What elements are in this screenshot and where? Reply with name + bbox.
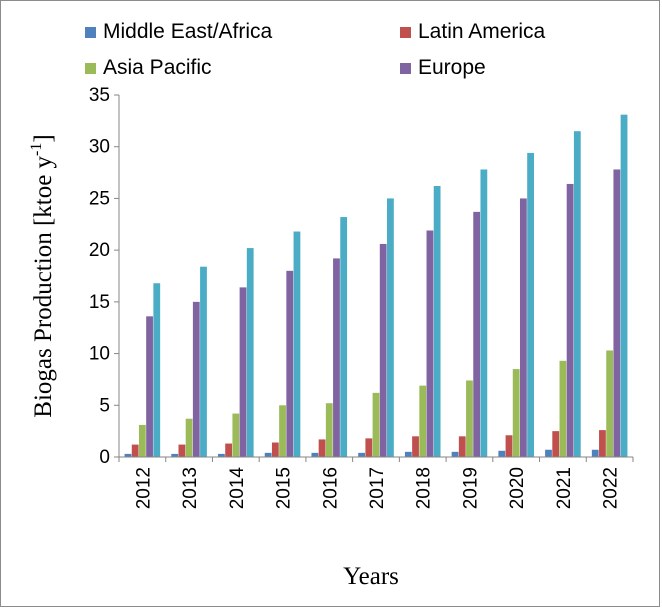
series-3 xyxy=(146,169,620,457)
bar xyxy=(279,405,286,457)
bar xyxy=(186,419,193,457)
x-tick-label: 2018 xyxy=(414,467,435,509)
bar xyxy=(286,271,293,457)
legend-item: Asia Pacific xyxy=(85,56,212,79)
legend-item: Latin America xyxy=(400,20,546,43)
legend-label: Latin America xyxy=(418,20,546,43)
legend-swatch xyxy=(400,63,411,74)
bar xyxy=(319,439,326,457)
bar xyxy=(232,414,239,457)
bars xyxy=(125,115,628,457)
bar xyxy=(545,450,552,457)
bar xyxy=(294,232,301,457)
x-tick-label: 2020 xyxy=(507,467,528,509)
y-tick-label: 0 xyxy=(99,447,110,468)
bar xyxy=(527,153,534,457)
bar xyxy=(200,267,207,457)
x-tick-label: 2014 xyxy=(227,467,248,510)
y-tick-label: 35 xyxy=(89,85,110,106)
x-axis: 2012 2013 2014 2015 2016 2017 2018 2019 2020 2021… xyxy=(119,457,633,509)
bar xyxy=(473,212,480,457)
bar xyxy=(520,198,527,457)
legend-label: Europe xyxy=(418,56,486,79)
bar xyxy=(419,386,426,457)
bar xyxy=(567,184,574,457)
y-tick-label: 30 xyxy=(89,137,110,158)
y-axis: 0 5 10 15 20 25 30 35 xyxy=(89,85,119,468)
x-tick-label: 2021 xyxy=(554,467,575,509)
x-tick-label: 2017 xyxy=(367,467,388,509)
y-tick-label: 10 xyxy=(89,344,110,365)
legend-swatch xyxy=(400,27,411,38)
bar xyxy=(193,302,200,457)
bar xyxy=(427,230,434,457)
bar xyxy=(272,443,279,457)
legend-swatch xyxy=(85,27,96,38)
bar xyxy=(574,131,581,457)
bar xyxy=(621,115,628,457)
bar xyxy=(333,258,340,457)
x-tick-label: 2019 xyxy=(460,467,481,509)
x-tick-label: 2015 xyxy=(274,467,295,509)
bar xyxy=(153,283,160,457)
legend-item: Middle East/Africa xyxy=(85,20,273,43)
bar xyxy=(247,248,254,457)
bar xyxy=(599,430,606,457)
bar xyxy=(434,186,441,457)
bar xyxy=(311,453,318,457)
y-tick-label: 5 xyxy=(99,395,110,416)
bar xyxy=(146,316,153,457)
y-tick-label: 25 xyxy=(89,188,110,209)
x-tick-label: 2016 xyxy=(320,467,341,509)
bar xyxy=(606,350,613,457)
bar xyxy=(592,450,599,457)
bar xyxy=(459,436,466,457)
bar xyxy=(513,369,520,457)
series-4 xyxy=(153,115,627,457)
bar xyxy=(178,445,185,457)
y-axis-title: Biogas Production [ktoe y-1] xyxy=(28,134,57,417)
legend: Middle East/Africa Latin America Asia Paci… xyxy=(85,20,546,79)
bar xyxy=(405,452,412,457)
bar xyxy=(340,217,347,457)
bar xyxy=(560,361,567,457)
series-2 xyxy=(139,350,613,457)
bar xyxy=(225,444,232,457)
x-tick-label: 2012 xyxy=(133,467,154,509)
bar xyxy=(412,436,419,457)
legend-item: Europe xyxy=(400,56,486,79)
bar xyxy=(552,431,559,457)
legend-label: Middle East/Africa xyxy=(103,20,273,43)
bar xyxy=(466,380,473,457)
x-tick-label: 2022 xyxy=(601,467,622,509)
bar xyxy=(365,438,372,457)
bar xyxy=(265,453,272,457)
bar xyxy=(380,244,387,457)
bar xyxy=(240,287,247,457)
bar xyxy=(480,169,487,457)
bar xyxy=(506,435,513,457)
bar xyxy=(613,169,620,457)
bar xyxy=(373,393,380,457)
bar xyxy=(139,425,146,457)
x-axis-title: Years xyxy=(343,563,399,590)
y-tick-label: 15 xyxy=(89,292,110,313)
bar xyxy=(498,451,505,457)
legend-label: Asia Pacific xyxy=(103,56,212,79)
x-tick-label: 2013 xyxy=(180,467,201,509)
bar xyxy=(387,198,394,457)
legend-swatch xyxy=(85,63,96,74)
bar xyxy=(452,452,459,457)
bar xyxy=(132,445,139,457)
bar xyxy=(358,453,365,457)
y-tick-label: 20 xyxy=(89,240,110,261)
bar xyxy=(326,403,333,457)
